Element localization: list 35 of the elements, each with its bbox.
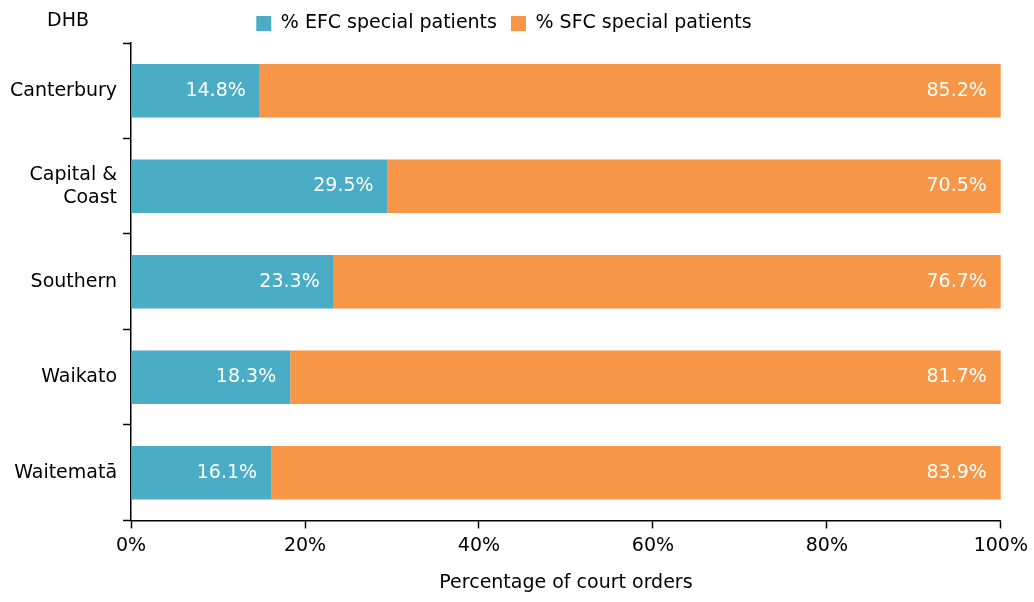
data-label: 23.3%	[259, 268, 320, 291]
y-tick-label: Waitematā	[14, 459, 118, 482]
bar	[131, 254, 334, 309]
x-tick-label: 20%	[283, 532, 327, 555]
x-tick-label: 0%	[115, 532, 147, 555]
data-label: 29.5%	[313, 173, 374, 196]
bar	[387, 159, 1001, 213]
y-tick-label: Waikato	[41, 364, 118, 387]
bar	[131, 64, 260, 118]
data-label: 70.5%	[926, 173, 987, 196]
bar	[290, 350, 1001, 404]
data-label: 18.3%	[215, 364, 277, 387]
x-tick-label: 100%	[973, 532, 1028, 555]
y-axis-title: DHB	[47, 7, 89, 30]
bar	[131, 159, 388, 213]
bar	[333, 254, 1001, 309]
data-label: 83.9%	[926, 459, 987, 482]
data-label: 81.7%	[926, 364, 987, 387]
x-tick-label: 80%	[805, 532, 848, 555]
bar	[131, 350, 291, 404]
x-tick-label: 40%	[457, 532, 501, 555]
bar	[271, 445, 1001, 500]
data-label: 85.2%	[926, 77, 987, 100]
data-label: 14.8%	[185, 77, 246, 100]
bar	[131, 445, 272, 500]
data-label: 16.1%	[196, 459, 258, 482]
y-tick-label: Canterbury	[10, 77, 118, 100]
y-tick-label: Capital & Coast	[29, 161, 118, 207]
legend-label: % EFC special patients	[280, 10, 497, 33]
y-tick-label: Southern	[30, 268, 118, 291]
x-axis-title: Percentage of court orders	[439, 569, 693, 592]
x-tick-label: 60%	[631, 532, 675, 555]
legend-label: % SFC special patients	[535, 10, 752, 33]
data-label: 76.7%	[926, 268, 987, 291]
bar	[259, 64, 1001, 118]
